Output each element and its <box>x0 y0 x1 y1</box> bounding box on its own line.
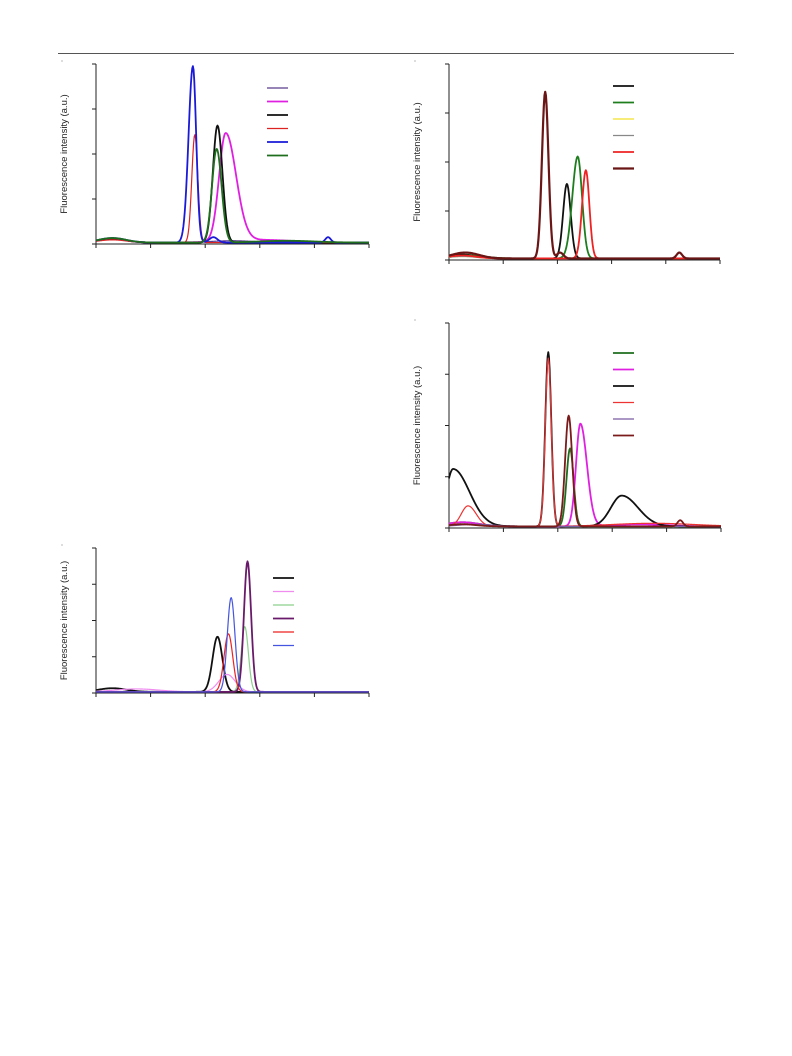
series-line-3 <box>95 124 370 244</box>
series-line-1 <box>95 635 370 693</box>
y-axis-label: Fluorescence intensity (a.u.) <box>412 102 423 221</box>
series-line-6 <box>95 148 370 244</box>
series-line-6 <box>96 596 369 693</box>
chart-panel-a: Fluorescence intensity (a.u.) <box>59 60 370 248</box>
y-axis-label: Fluorescence intensity (a.u.) <box>59 561 70 680</box>
corner-mark <box>61 544 63 546</box>
series-line-6 <box>448 90 721 260</box>
chart-panel-d: Fluorescence intensity (a.u.) <box>59 544 370 697</box>
series-line-2 <box>448 422 722 528</box>
y-axis-label: Fluorescence intensity (a.u.) <box>412 366 423 485</box>
series-line-2 <box>95 673 369 693</box>
chart-panel-b: Fluorescence intensity (a.u.) <box>412 60 721 264</box>
series-line-2 <box>95 132 370 244</box>
series-line-6 <box>448 414 722 528</box>
corner-mark <box>61 60 63 62</box>
chart-panel-c: Fluorescence intensity (a.u.) <box>412 319 722 532</box>
series-line-4 <box>95 560 370 693</box>
series-line-5 <box>448 169 721 260</box>
y-axis-label: Fluorescence intensity (a.u.) <box>59 94 70 213</box>
page-header-rule <box>58 53 734 54</box>
corner-mark <box>414 319 416 321</box>
corner-mark <box>414 60 416 62</box>
series-line-5 <box>96 633 369 693</box>
series-line-1 <box>448 447 722 528</box>
